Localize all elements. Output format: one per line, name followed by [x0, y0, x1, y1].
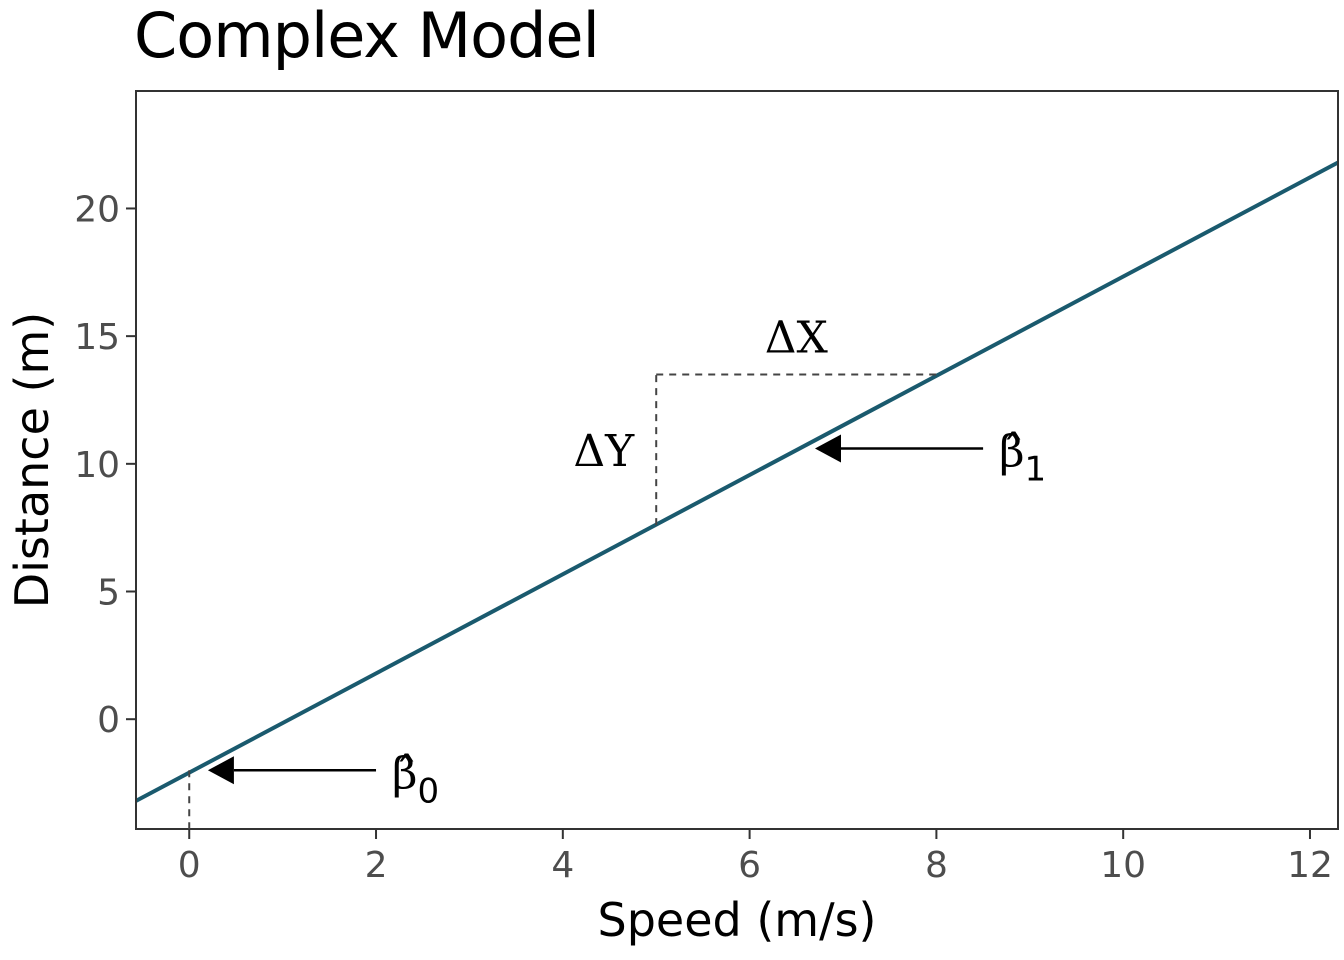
- x-axis-title: Speed (m/s): [598, 893, 877, 947]
- y-tick-label: 15: [74, 317, 120, 358]
- regression-line: [136, 160, 1338, 803]
- x-tick-label: 8: [925, 845, 948, 886]
- y-tick-label: 10: [74, 445, 120, 486]
- y-axis-title: Distance (m): [5, 312, 59, 608]
- delta-x-label: ΔX: [765, 312, 829, 363]
- x-tick-label: 10: [1100, 845, 1146, 886]
- x-tick-label: 4: [551, 845, 574, 886]
- y-tick-label: 5: [97, 573, 120, 614]
- beta0-label: β̂0: [392, 748, 439, 811]
- y-tick-label: 0: [97, 700, 120, 741]
- chart-title: Complex Model: [134, 0, 600, 72]
- plot-panel-border: [135, 90, 1339, 830]
- x-tick-label: 6: [738, 845, 761, 886]
- x-tick-label: 0: [178, 845, 201, 886]
- y-tick-label: 20: [74, 189, 120, 230]
- beta1-label: β̂1: [999, 427, 1046, 490]
- beta1-arrow-head: [814, 434, 841, 463]
- beta0-arrow-head: [207, 756, 234, 785]
- delta-y-label: ΔY: [573, 426, 635, 477]
- x-tick-label: 2: [365, 845, 388, 886]
- x-tick-label: 12: [1287, 845, 1333, 886]
